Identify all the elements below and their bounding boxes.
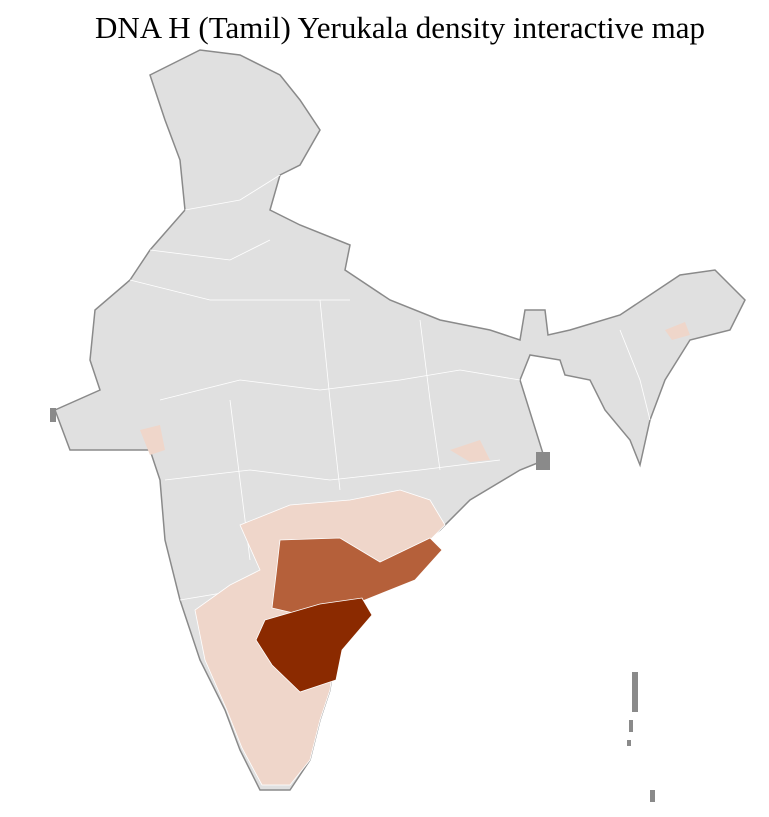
- low-density-region: [665, 322, 690, 340]
- country-outline: [54, 49, 746, 791]
- medium-density-region: [271, 537, 443, 619]
- map-title: DNA H (Tamil) Yerukala density interacti…: [95, 10, 705, 45]
- low-density-region: [140, 425, 165, 455]
- islands: [50, 408, 655, 802]
- high-density-region: [255, 597, 373, 693]
- low-density-region: [450, 440, 490, 462]
